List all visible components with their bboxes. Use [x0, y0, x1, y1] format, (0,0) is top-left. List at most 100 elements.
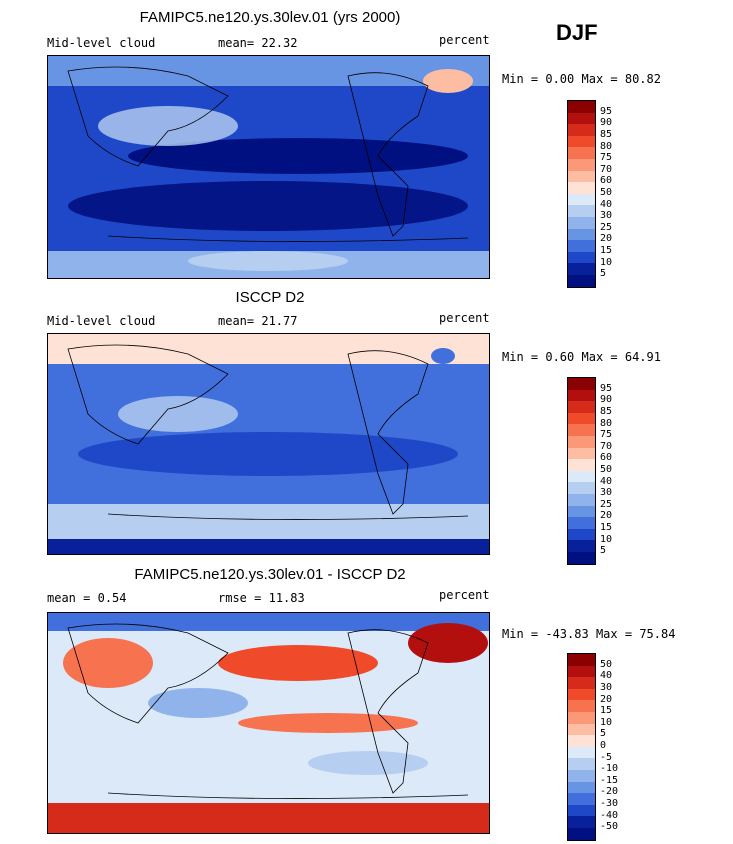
panel3-colorbar-labels: 50 40 30 20 15 10 5 0 -5 -10 -15 -20 -30 -40 -50	[600, 653, 618, 833]
colorbar-swatch	[568, 101, 595, 113]
colorbar-swatch	[568, 665, 595, 678]
panel1-colorbar	[567, 100, 596, 288]
colorbar-tick-label: 95	[600, 382, 613, 394]
panel1-units: percent	[439, 33, 490, 47]
panel1-colorbar-labels: 95 90 85 80 75 70 60 50 40 30 25 20 15 10 5	[600, 100, 612, 280]
colorbar-swatch	[568, 793, 595, 805]
panel1-map-svg	[48, 56, 489, 278]
panel2-units: percent	[439, 311, 490, 325]
panel1-map	[47, 55, 490, 279]
colorbar-swatch	[568, 528, 595, 541]
panel3-map	[47, 612, 490, 834]
panel2-mean-value: 21.77	[261, 314, 298, 328]
colorbar-swatch	[568, 182, 595, 194]
panel3-mean-label: mean = 0.54	[47, 591, 127, 605]
colorbar-swatch	[568, 735, 595, 747]
colorbar-swatch	[568, 447, 595, 460]
colorbar-swatch	[568, 389, 595, 402]
panel2-title: ISCCP D2	[235, 289, 305, 306]
colorbar-tick-label: 10	[600, 716, 613, 728]
colorbar-swatch	[568, 723, 595, 736]
colorbar-swatch	[568, 654, 595, 666]
colorbar-swatch	[568, 459, 595, 471]
colorbar-tick-label: 5	[600, 545, 607, 557]
colorbar-swatch	[568, 551, 595, 564]
colorbar-swatch	[568, 135, 595, 148]
panel3-colorbar	[567, 653, 596, 841]
colorbar-swatch	[568, 827, 595, 840]
colorbar-swatch	[568, 781, 595, 794]
colorbar-tick-label: 85	[600, 405, 613, 417]
colorbar-tick-label: 40	[600, 475, 613, 487]
colorbar-swatch	[568, 540, 595, 552]
colorbar-swatch	[568, 677, 595, 689]
colorbar-swatch	[568, 435, 595, 448]
panel1-mean-label: mean= 22.32	[218, 36, 298, 50]
colorbar-tick-label: -20	[600, 786, 619, 798]
colorbar-swatch	[568, 505, 595, 518]
colorbar-swatch	[568, 112, 595, 125]
colorbar-tick-label: 90	[600, 117, 613, 129]
colorbar-swatch	[568, 700, 595, 712]
colorbar-swatch	[568, 804, 595, 817]
colorbar-tick-label: 20	[600, 693, 613, 705]
colorbar-tick-label: 40	[600, 198, 613, 210]
colorbar-tick-label: 30	[600, 210, 613, 222]
panel2-variable-label: Mid-level cloud	[47, 314, 156, 328]
colorbar-tick-label: 95	[600, 105, 613, 117]
panel3-minmax: Min = -43.83 Max = 75.84	[502, 627, 676, 641]
colorbar-swatch	[568, 769, 595, 782]
colorbar-tick-label: 20	[600, 510, 613, 522]
colorbar-swatch	[568, 816, 595, 828]
colorbar-swatch	[568, 470, 595, 483]
colorbar-swatch	[568, 688, 595, 701]
panel3-rmse-value: 11.83	[268, 591, 305, 605]
colorbar-tick-label: 90	[600, 394, 613, 406]
colorbar-swatch	[568, 240, 595, 252]
colorbar-swatch	[568, 158, 595, 171]
colorbar-swatch	[568, 401, 595, 413]
colorbar-swatch	[568, 170, 595, 183]
colorbar-tick-label: 15	[600, 521, 613, 533]
colorbar-tick-label: 80	[600, 417, 613, 429]
colorbar-swatch	[568, 228, 595, 241]
panel2-colorbar	[567, 377, 596, 565]
colorbar-tick-label: 0	[600, 739, 607, 751]
panel2-map-svg	[48, 334, 489, 554]
colorbar-tick-label: 15	[600, 705, 613, 717]
colorbar-swatch	[568, 205, 595, 217]
panel2-minmax: Min = 0.60 Max = 64.91	[502, 350, 661, 364]
colorbar-tick-label: 80	[600, 140, 613, 152]
colorbar-swatch	[568, 482, 595, 494]
colorbar-tick-label: 60	[600, 175, 613, 187]
colorbar-swatch	[568, 274, 595, 287]
colorbar-tick-label: 85	[600, 128, 613, 140]
colorbar-swatch	[568, 263, 595, 275]
colorbar-swatch	[568, 493, 595, 506]
colorbar-tick-label: -15	[600, 774, 619, 786]
panel1-minmax: Min = 0.00 Max = 80.82	[502, 72, 661, 86]
panel1-title: FAMIPC5.ne120.ys.30lev.01 (yrs 2000)	[139, 9, 401, 26]
colorbar-tick-label: 50	[600, 658, 613, 670]
colorbar-swatch	[568, 412, 595, 425]
colorbar-tick-label: 25	[600, 221, 613, 233]
colorbar-tick-label: 10	[600, 256, 613, 268]
colorbar-tick-label: -50	[600, 821, 619, 833]
panel2-colorbar-labels: 95 90 85 80 75 70 60 50 40 30 25 20 15 10 5	[600, 377, 612, 557]
colorbar-swatch	[568, 517, 595, 529]
colorbar-tick-label: 50	[600, 463, 613, 475]
season-label: DJF	[556, 20, 598, 45]
colorbar-swatch	[568, 378, 595, 390]
colorbar-swatch	[568, 147, 595, 159]
colorbar-swatch	[568, 711, 595, 724]
colorbar-tick-label: 75	[600, 429, 613, 441]
panel3-map-svg	[48, 613, 489, 833]
colorbar-tick-label: 10	[600, 533, 613, 545]
colorbar-swatch	[568, 193, 595, 206]
colorbar-swatch	[568, 216, 595, 229]
panel3-rmse-label: rmse = 11.83	[218, 591, 305, 605]
panel3-mean-value: 0.54	[97, 591, 127, 605]
colorbar-swatch	[568, 424, 595, 436]
colorbar-tick-label: 40	[600, 670, 613, 682]
colorbar-tick-label: 25	[600, 498, 613, 510]
